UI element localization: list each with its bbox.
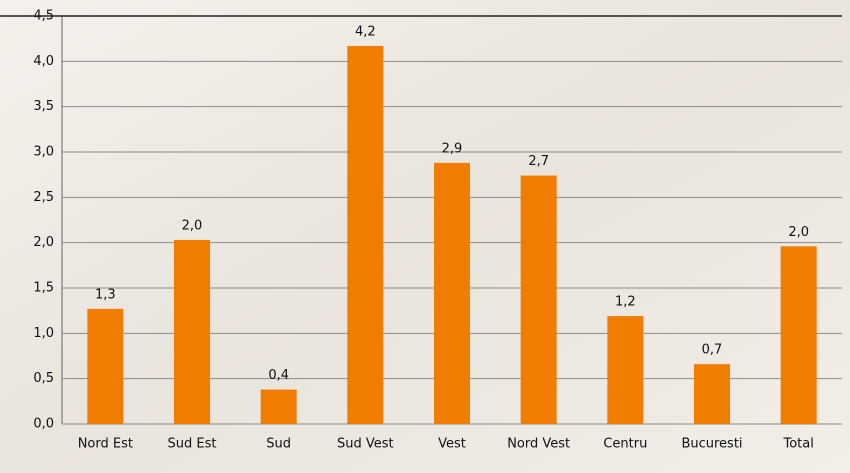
bar <box>347 45 384 425</box>
value-label: 2,9 <box>442 141 463 156</box>
x-tick-label: Nord Vest <box>507 437 570 452</box>
y-tick-label: 0,5 <box>33 371 54 386</box>
y-tick-label: 1,5 <box>33 281 54 296</box>
bar <box>87 308 124 424</box>
value-label: 0,4 <box>268 368 289 383</box>
bar <box>780 246 817 424</box>
x-tick-label: Sud Est <box>168 437 217 452</box>
value-label: 4,2 <box>355 24 376 39</box>
y-tick-label: 1,0 <box>33 326 54 341</box>
value-label: 1,3 <box>95 287 116 302</box>
x-tick-label: Centru <box>603 437 647 452</box>
bar <box>694 364 730 424</box>
value-label: 0,7 <box>702 343 723 358</box>
bar <box>174 239 210 424</box>
bar <box>520 175 557 424</box>
x-tick-label: Sud Vest <box>337 437 394 452</box>
y-tick-label: 3,0 <box>33 145 54 160</box>
value-label: 2,7 <box>528 154 549 169</box>
y-tick-label: 2,0 <box>33 235 54 250</box>
bar <box>607 316 644 424</box>
y-tick-label: 0,0 <box>33 417 54 432</box>
value-label: 2,0 <box>182 218 203 233</box>
x-tick-label: Vest <box>438 437 466 452</box>
value-label: 1,2 <box>615 295 636 310</box>
x-tick-label: Nord Est <box>78 437 133 452</box>
x-tick-label: Total <box>782 437 813 452</box>
bar <box>434 162 470 424</box>
y-tick-label: 4,0 <box>33 54 54 69</box>
y-tick-label: 3,5 <box>33 99 54 114</box>
x-tick-label: Bucuresti <box>681 437 742 452</box>
y-tick-label: 2,5 <box>33 190 54 205</box>
bar <box>260 389 297 424</box>
value-label: 2,0 <box>788 225 809 240</box>
x-tick-label: Sud <box>266 437 291 452</box>
